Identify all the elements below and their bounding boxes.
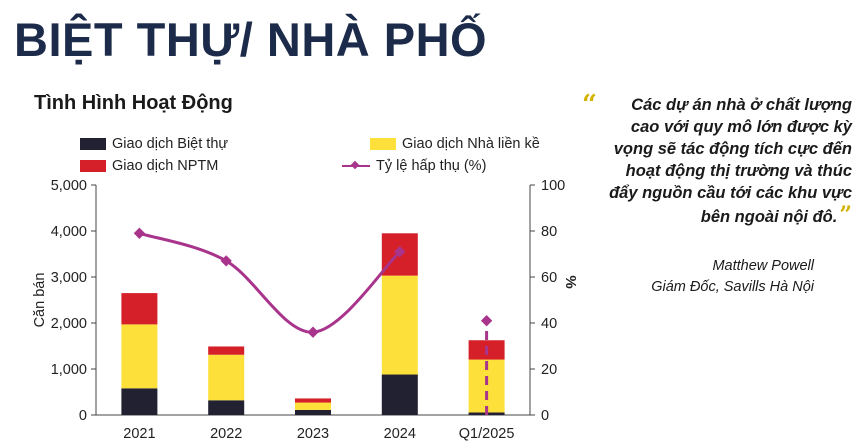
bar-2-2 xyxy=(295,398,331,403)
page-title: BIỆT THỰ/ NHÀ PHỐ xyxy=(14,13,488,66)
chart-legend: Giao dịch Biệt thự Giao dịch Nhà liền kề… xyxy=(80,136,550,180)
legend-item-townhouse: Giao dịch Nhà liền kề xyxy=(370,136,540,152)
legend-swatch-shophouse xyxy=(80,160,106,172)
legend-swatch-villa xyxy=(80,138,106,150)
y-tick-label: 3,000 xyxy=(51,270,87,286)
y-tick-label: 4,000 xyxy=(51,224,87,240)
legend-label-villa: Giao dịch Biệt thự xyxy=(112,136,229,152)
absorption-point-4 xyxy=(480,315,493,327)
bar-1-3 xyxy=(381,275,418,375)
legend-label-townhouse: Giao dịch Nhà liền kề xyxy=(402,136,540,152)
chart-title: Tình Hình Hoạt Động xyxy=(34,92,233,114)
y2-tick-label: 60 xyxy=(541,270,557,286)
legend-label-shophouse: Giao dịch NPTM xyxy=(112,158,219,174)
quote-open-icon: “ xyxy=(582,90,597,120)
absorption-point-1 xyxy=(220,255,232,267)
quote-close-icon: ” xyxy=(839,202,852,228)
y2-tick-label: 0 xyxy=(541,408,549,424)
y-tick-label: 1,000 xyxy=(51,362,87,378)
quote-body: Các dự án nhà ở chất lượng cao với quy m… xyxy=(609,96,852,226)
bar-0-0 xyxy=(121,388,158,415)
x-tick-label: 2024 xyxy=(384,426,416,442)
y-axis-label: Căn bán xyxy=(32,273,48,328)
y-tick-label: 2,000 xyxy=(51,316,87,332)
bar-1-1 xyxy=(208,354,245,401)
legend-swatch-absorption xyxy=(342,160,370,172)
y-tick-label: 5,000 xyxy=(51,178,87,194)
x-tick-label: 2023 xyxy=(297,426,329,442)
x-tick-label: 2021 xyxy=(123,426,155,442)
quote-author-role: Giám Đốc, Savills Hà Nội xyxy=(651,279,814,295)
y2-tick-label: 100 xyxy=(541,178,565,194)
quote-author: Matthew Powell xyxy=(712,258,814,274)
bar-0-3 xyxy=(381,374,418,415)
bar-2-0 xyxy=(121,293,158,325)
bar-2-1 xyxy=(208,346,245,355)
legend-item-shophouse: Giao dịch NPTM xyxy=(80,158,218,174)
x-tick-label: Q1/2025 xyxy=(459,426,515,442)
y2-tick-label: 20 xyxy=(541,362,557,378)
y-tick-label: 0 xyxy=(79,408,87,424)
legend-swatch-townhouse xyxy=(370,138,396,150)
quote-text: Các dự án nhà ở chất lượng cao với quy m… xyxy=(582,94,852,228)
quote-block: “ Các dự án nhà ở chất lượng cao với quy… xyxy=(582,90,852,228)
legend-label-absorption: Tỷ lệ hấp thụ (%) xyxy=(376,158,487,174)
absorption-point-3 xyxy=(394,246,406,258)
bar-0-2 xyxy=(295,409,331,415)
legend-item-villa: Giao dịch Biệt thự xyxy=(80,136,228,152)
absorption-point-2 xyxy=(307,326,319,338)
legend-item-absorption: Tỷ lệ hấp thụ (%) xyxy=(342,158,486,174)
x-tick-label: 2022 xyxy=(210,426,242,442)
bar-0-1 xyxy=(208,400,245,415)
bar-1-0 xyxy=(121,324,158,389)
y2-axis-label: % xyxy=(562,275,579,288)
absorption-point-0 xyxy=(133,227,146,239)
absorption-line xyxy=(138,231,401,334)
y2-tick-label: 40 xyxy=(541,316,557,332)
y2-tick-label: 80 xyxy=(541,224,557,240)
bar-1-2 xyxy=(295,402,331,410)
